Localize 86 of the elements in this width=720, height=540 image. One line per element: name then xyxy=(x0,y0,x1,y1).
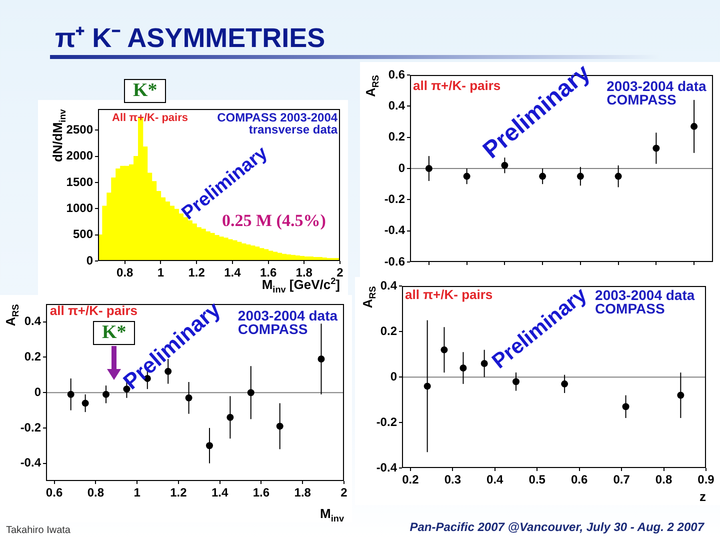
x-tick-label: 0.3 xyxy=(444,472,462,487)
y-tick-label: 2500 xyxy=(66,122,94,136)
y-axis-title: ARS xyxy=(3,304,20,326)
point xyxy=(226,414,234,421)
x-tick-label: 2 xyxy=(340,486,348,500)
y-tick-label: -0.2 xyxy=(384,192,406,206)
point xyxy=(576,172,584,180)
x-tick-label: 1.4 xyxy=(211,486,228,500)
y-tick-label: 0 xyxy=(34,384,42,399)
y-tick-label: -0.4 xyxy=(384,223,406,238)
text: Pan-Pacific 2007 @Vancouver, July 30 - Aug. 2 2007 xyxy=(410,520,704,534)
point xyxy=(424,382,431,390)
point xyxy=(425,165,432,172)
point xyxy=(512,378,520,386)
point xyxy=(460,364,467,372)
point xyxy=(561,380,568,388)
point xyxy=(614,172,622,180)
y-tick-label: 1000 xyxy=(66,200,94,215)
point xyxy=(539,172,546,180)
x-tick-label: 0.5 xyxy=(528,472,546,487)
point xyxy=(318,356,325,363)
x-tick-label: 1 xyxy=(134,486,141,500)
x-tick-label: 1.2 xyxy=(170,486,188,500)
y-tick-label: -0.2 xyxy=(376,414,398,429)
x-tick-label: 0.6 xyxy=(46,486,63,500)
annotation: COMPASS 2003-2004 transverse data xyxy=(217,110,338,136)
y-tick-label: -0.4 xyxy=(20,456,42,470)
x-tick-label: 0.6 xyxy=(570,472,588,487)
y-axis-title: dN/dMinv xyxy=(50,108,68,162)
y-tick-label: 0 xyxy=(86,253,94,268)
point xyxy=(652,144,660,152)
x-tick-label: 1 xyxy=(157,266,164,280)
x-tick-label: 1.8 xyxy=(294,486,312,500)
y-axis-title: ARS xyxy=(360,286,378,308)
x-tick-label: 0.4 xyxy=(486,472,504,487)
x-tick-label: 0.8 xyxy=(116,266,134,280)
point xyxy=(480,360,488,367)
point xyxy=(677,392,684,399)
y-tick-label: 0.4 xyxy=(24,314,42,328)
point xyxy=(501,162,508,169)
x-tick-label: 0.9 xyxy=(698,472,715,487)
text: Takahiro Iwata xyxy=(6,525,70,536)
point xyxy=(276,422,284,430)
y-tick-label: 500 xyxy=(72,227,94,242)
text: K* xyxy=(124,79,166,104)
x-tick-label: 1.6 xyxy=(260,266,277,280)
x-tick-label: 1.8 xyxy=(296,266,313,280)
x-tick-label: 1.6 xyxy=(252,486,270,500)
annotation: all π+/K- pairs xyxy=(405,287,493,302)
point xyxy=(185,394,192,402)
y-tick-label: 0.2 xyxy=(388,130,406,144)
y-tick-label: 0.2 xyxy=(380,324,398,338)
x-tick-label: 1.4 xyxy=(224,266,242,280)
point xyxy=(67,390,74,398)
text: π⁺ K⁻ ASYMMETRIES xyxy=(55,22,326,55)
x-tick-label: 0.2 xyxy=(402,472,420,487)
point xyxy=(463,172,470,180)
y-tick-label: 0.4 xyxy=(380,278,398,293)
annotation: 2003-2004 data COMPASS xyxy=(595,286,695,317)
y-tick-label: -0.4 xyxy=(376,460,398,474)
y-tick-label: 2000 xyxy=(66,148,94,163)
x-tick-label: 0.8 xyxy=(655,472,672,487)
annotation: 2003-2004 data COMPASS xyxy=(606,78,706,108)
x-tick-label: 1.2 xyxy=(188,266,206,280)
annotation: All π+/K- pairs xyxy=(112,112,188,124)
point xyxy=(102,390,110,398)
y-tick-label: -0.6 xyxy=(384,254,406,268)
x-tick-label: 0.7 xyxy=(613,472,630,487)
y-tick-label: 0.6 xyxy=(388,67,406,82)
x-tick-label: 0.8 xyxy=(87,486,104,500)
y-tick-label: 0 xyxy=(390,369,398,384)
point xyxy=(247,389,254,396)
annotation: 2003-2004 data COMPASS xyxy=(238,307,338,338)
y-tick-label: 0.4 xyxy=(388,98,406,112)
y-tick-label: -0.2 xyxy=(20,420,42,434)
y-tick-label: 0 xyxy=(398,160,406,175)
y-axis-title: ARS xyxy=(363,74,380,98)
y-tick-label: 1500 xyxy=(66,174,94,189)
point xyxy=(622,403,630,410)
point xyxy=(82,400,89,407)
x-axis-title: z xyxy=(700,489,706,504)
point xyxy=(690,122,698,130)
y-tick-label: 0.2 xyxy=(24,350,42,364)
point xyxy=(206,442,213,450)
x-tick-label: 2 xyxy=(336,266,344,280)
point xyxy=(440,346,448,354)
